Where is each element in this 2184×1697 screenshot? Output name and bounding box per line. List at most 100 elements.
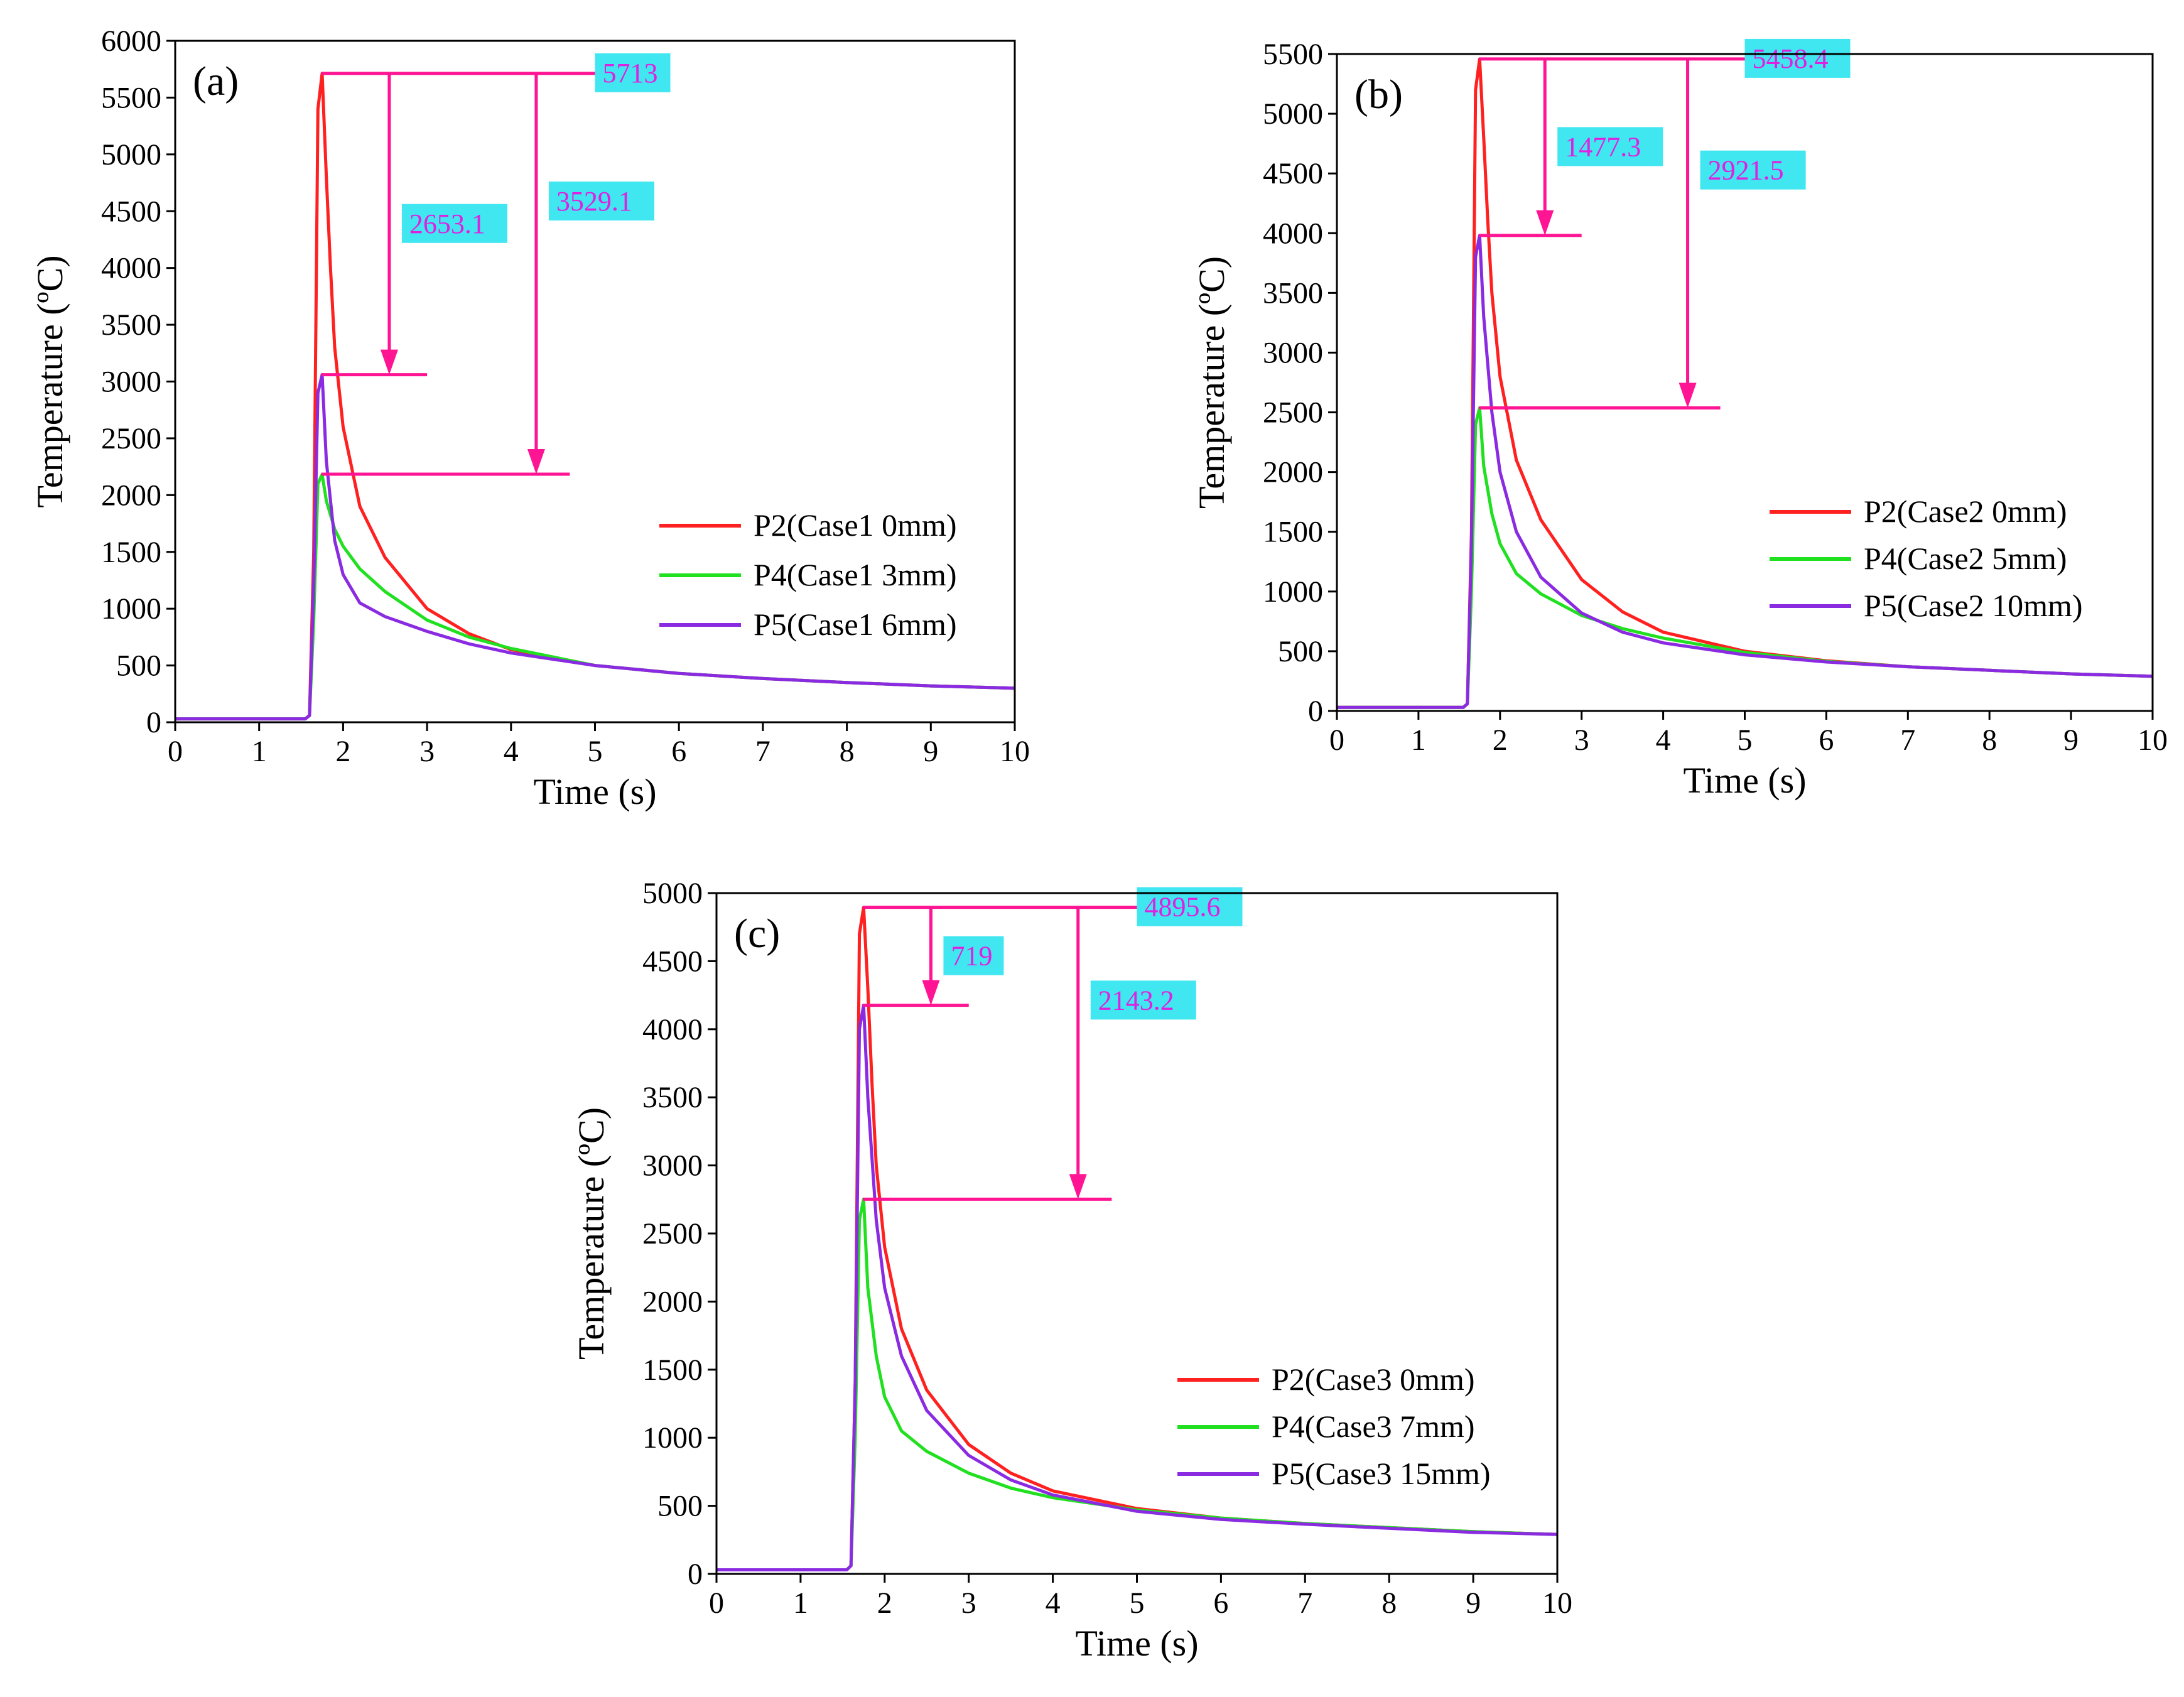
chart-panel-c: 4895.6 719 2143.2 0 1 2 3 4 5 6 7 8 9 10 0 500 1000 1500 2… — [571, 877, 1572, 1664]
y-tick-label-c: 2500 — [642, 1217, 703, 1250]
y-tick-label-c: 2000 — [642, 1285, 703, 1318]
y-tick-label-b: 2500 — [1263, 396, 1323, 430]
series-line-a-3 — [175, 373, 1015, 721]
x-tick-label-b: 4 — [1656, 724, 1671, 757]
y-tick-label-a: 4500 — [101, 195, 161, 228]
y-tick-label-a: 0 — [146, 706, 161, 739]
drop-arrow-head-c-1 — [922, 980, 940, 1006]
peak-label-a: 5713 — [603, 58, 658, 89]
x-tick-label-b: 1 — [1411, 724, 1426, 757]
y-tick-label-b: 2000 — [1263, 456, 1323, 489]
y-tick-label-a: 3500 — [101, 308, 161, 342]
x-tick-label-a: 10 — [1000, 735, 1030, 768]
drop-label-a-1: 2653.1 — [409, 209, 485, 239]
x-tick-label-a: 8 — [840, 735, 855, 768]
legend-label-c-1: P2(Case3 0mm) — [1272, 1362, 1475, 1397]
x-tick-label-a: 7 — [755, 735, 770, 768]
x-tick-label-c: 1 — [793, 1586, 808, 1620]
y-tick-label-c: 3000 — [642, 1149, 703, 1183]
y-tick-label-a: 4000 — [101, 252, 161, 285]
x-tick-label-a: 5 — [588, 735, 603, 768]
y-tick-label-c: 500 — [657, 1490, 703, 1523]
y-tick-label-a: 3000 — [101, 366, 161, 399]
drop-label-box-a-2 — [548, 182, 654, 221]
x-tick-label-b: 6 — [1819, 724, 1834, 757]
series-line-c-3 — [716, 1004, 1558, 1571]
chart-panel-b: 5458.4 1477.3 2921.5 0 1 2 3 4 5 6 7 8 9 10 0 500 1000 15… — [1191, 38, 2168, 801]
y-tick-label-b: 5500 — [1263, 38, 1323, 71]
x-axis-label-c: Time (s) — [1075, 1623, 1198, 1664]
x-tick-label-c: 10 — [1542, 1586, 1572, 1620]
x-tick-label-c: 0 — [709, 1586, 724, 1620]
peak-label-box-a — [595, 53, 671, 92]
y-tick-label-b: 3000 — [1263, 336, 1323, 369]
x-tick-label-a: 6 — [671, 735, 686, 768]
drop-arrow-head-c-2 — [1069, 1174, 1087, 1200]
x-tick-label-b: 2 — [1493, 724, 1508, 757]
peak-label-b: 5458.4 — [1753, 43, 1829, 74]
legend-label-b-3: P5(Case2 10mm) — [1864, 588, 2083, 623]
peak-label-box-b — [1744, 38, 1851, 78]
x-tick-label-a: 9 — [923, 735, 938, 768]
y-tick-label-b: 4500 — [1263, 157, 1323, 190]
x-tick-label-b: 10 — [2138, 724, 2168, 757]
legend-label-c-2: P4(Case3 7mm) — [1272, 1409, 1475, 1444]
y-tick-label-a: 5500 — [101, 81, 161, 114]
legend-label-a-3: P5(Case1 6mm) — [754, 607, 957, 642]
y-tick-label-b: 500 — [1278, 635, 1323, 668]
legend-label-b-2: P4(Case2 5mm) — [1864, 541, 2067, 576]
drop-arrow-head-a-2 — [527, 449, 545, 475]
x-tick-label-c: 9 — [1466, 1586, 1481, 1620]
y-tick-label-a: 5000 — [101, 138, 161, 171]
y-tick-label-b: 0 — [1308, 695, 1323, 728]
x-tick-label-a: 2 — [335, 735, 350, 768]
x-tick-label-b: 5 — [1738, 724, 1753, 757]
y-tick-label-c: 0 — [688, 1558, 703, 1591]
x-tick-label-c: 7 — [1297, 1586, 1312, 1620]
x-tick-label-c: 4 — [1046, 1586, 1061, 1620]
y-tick-label-a: 500 — [116, 649, 161, 683]
peak-label-c: 4895.6 — [1145, 892, 1221, 923]
panel-label-c: (c) — [734, 911, 780, 957]
y-axis-label-a: Temperature (ºC) — [30, 255, 70, 507]
y-tick-label-c: 3500 — [642, 1081, 703, 1114]
y-axis-label-c: Temperature (ºC) — [571, 1107, 612, 1360]
y-tick-label-a: 2500 — [101, 422, 161, 455]
drop-arrow-head-a-1 — [380, 349, 398, 375]
x-tick-label-c: 8 — [1381, 1586, 1397, 1620]
x-tick-label-c: 6 — [1213, 1586, 1228, 1620]
y-tick-label-a: 2000 — [101, 479, 161, 512]
drop-label-b-2: 2921.5 — [1708, 155, 1784, 186]
x-tick-label-b: 0 — [1329, 724, 1344, 757]
x-tick-label-a: 4 — [504, 735, 519, 768]
drop-label-box-b-1 — [1557, 127, 1663, 166]
x-tick-label-a: 1 — [252, 735, 267, 768]
drop-label-c-1: 719 — [951, 941, 992, 972]
x-axis-label-a: Time (s) — [533, 771, 656, 812]
legend-label-a-2: P4(Case1 3mm) — [754, 557, 957, 592]
y-tick-label-b: 5000 — [1263, 97, 1323, 131]
drop-arrow-head-b-2 — [1679, 382, 1697, 408]
x-tick-label-a: 0 — [168, 735, 183, 768]
drop-label-box-a-1 — [401, 203, 507, 243]
y-tick-label-c: 1000 — [642, 1421, 703, 1455]
x-tick-label-b: 8 — [1982, 724, 1997, 757]
y-tick-label-a: 1500 — [101, 536, 161, 569]
drop-label-box-b-2 — [1700, 150, 1806, 190]
drop-label-box-c-1 — [943, 936, 1004, 975]
y-tick-label-c: 1500 — [642, 1353, 703, 1387]
drop-arrow-head-b-1 — [1536, 210, 1554, 236]
x-axis-label-b: Time (s) — [1683, 760, 1806, 801]
y-tick-label-a: 6000 — [101, 24, 161, 58]
y-tick-label-b: 3500 — [1263, 276, 1323, 310]
legend-label-c-3: P5(Case3 15mm) — [1272, 1456, 1491, 1491]
legend-label-a-1: P2(Case1 0mm) — [754, 507, 957, 543]
chart-panel-a: 5713 2653.1 3529.1 0 1 2 3 4 5 6 7 8 9 10 0 500 1000 1500… — [30, 24, 1030, 812]
x-tick-label-a: 3 — [419, 735, 435, 768]
x-tick-label-c: 5 — [1130, 1586, 1145, 1620]
series-line-b-3 — [1337, 234, 2153, 709]
x-tick-label-b: 9 — [2063, 724, 2079, 757]
x-tick-label-c: 2 — [877, 1586, 892, 1620]
